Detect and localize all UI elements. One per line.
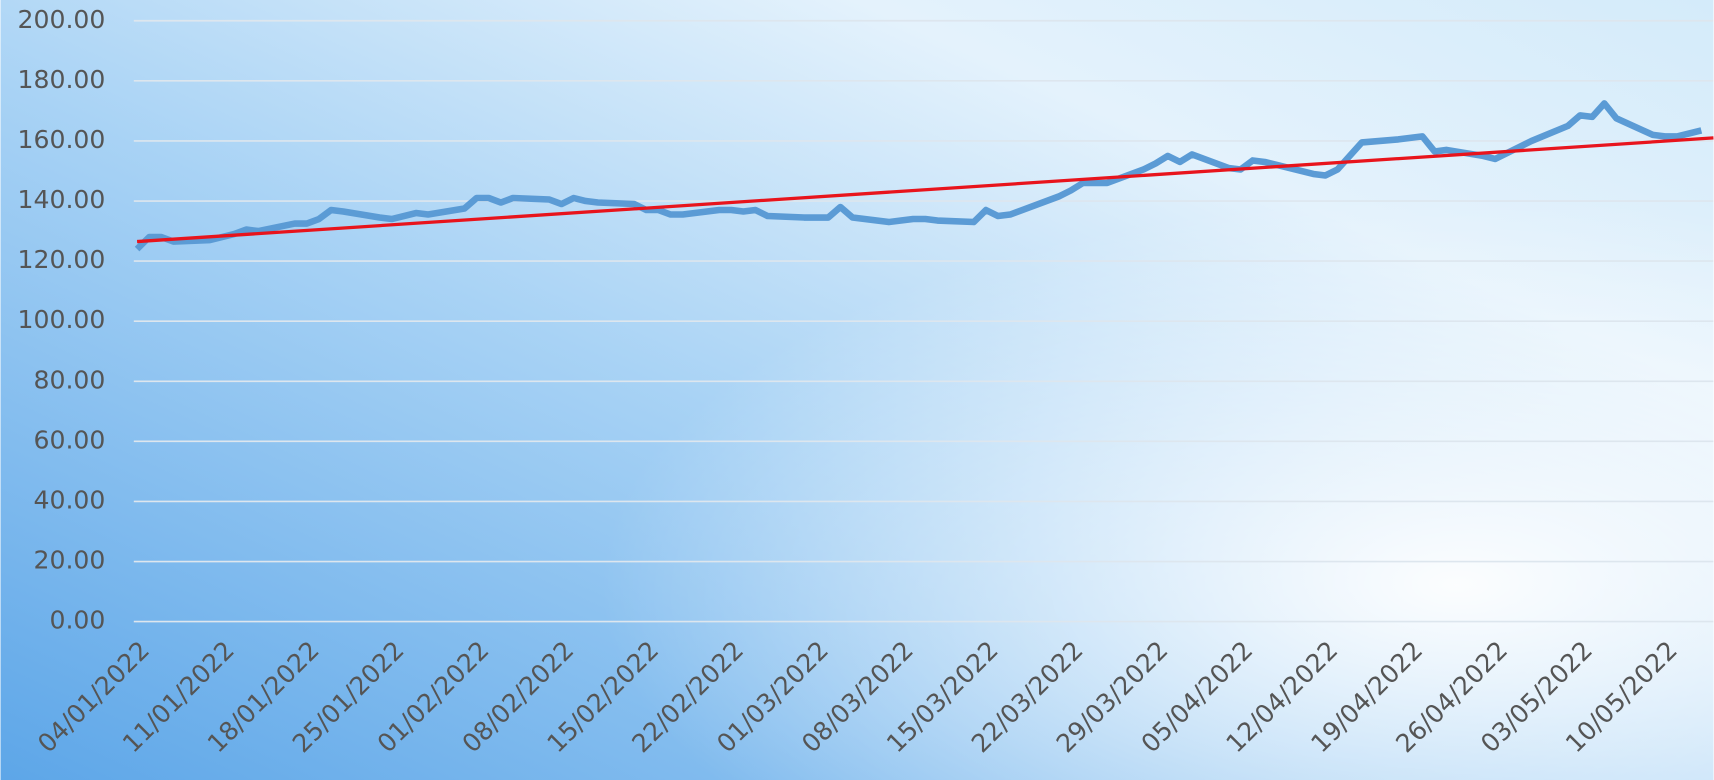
y-tick-label: 60.00 — [34, 425, 106, 454]
y-tick-label: 160.00 — [18, 125, 106, 154]
y-tick-label: 180.00 — [18, 65, 106, 94]
y-tick-label: 20.00 — [34, 546, 106, 575]
y-tick-label: 80.00 — [34, 365, 106, 394]
trend-line — [136, 136, 1714, 244]
y-tick-label: 140.00 — [18, 185, 106, 214]
y-tick-label: 40.00 — [34, 485, 106, 514]
y-tick-label: 100.00 — [18, 305, 106, 334]
y-tick-label: 0.00 — [49, 606, 105, 635]
y-tick-label: 120.00 — [18, 245, 106, 274]
data-line — [134, 100, 1703, 252]
y-tick-label: 200.00 — [18, 5, 106, 34]
